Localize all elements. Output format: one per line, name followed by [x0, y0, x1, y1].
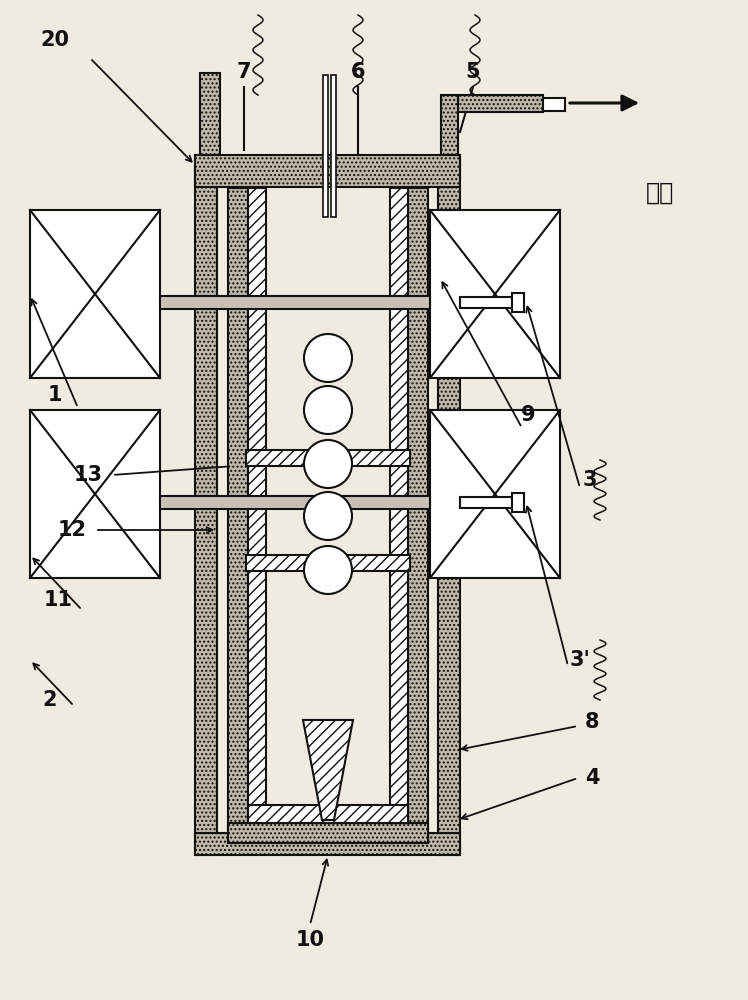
Circle shape	[304, 546, 352, 594]
Bar	[228, 188, 248, 843]
Text: 13: 13	[73, 465, 102, 485]
Text: 10: 10	[295, 930, 325, 950]
Bar	[195, 155, 460, 187]
Bar	[460, 497, 512, 508]
Text: 11: 11	[43, 590, 73, 610]
Polygon shape	[303, 720, 353, 820]
Bar	[160, 296, 430, 309]
Bar	[390, 188, 408, 823]
Bar	[512, 293, 524, 312]
Bar	[200, 73, 220, 155]
Bar	[246, 450, 410, 466]
Bar	[430, 410, 560, 578]
Bar	[228, 823, 428, 843]
Text: 6: 6	[351, 62, 365, 82]
Circle shape	[304, 386, 352, 434]
Bar	[543, 98, 565, 111]
Text: 4: 4	[585, 768, 599, 788]
Bar	[438, 155, 460, 855]
Text: 7: 7	[237, 62, 251, 82]
Bar	[331, 75, 336, 217]
Bar	[30, 210, 160, 378]
Circle shape	[304, 440, 352, 488]
Bar	[323, 75, 328, 217]
Bar	[430, 210, 560, 378]
Text: 3': 3'	[569, 650, 590, 670]
Bar	[195, 833, 460, 855]
Text: 8: 8	[585, 712, 599, 732]
Bar	[248, 805, 408, 823]
Circle shape	[304, 492, 352, 540]
Circle shape	[304, 334, 352, 382]
Text: 1: 1	[48, 385, 62, 405]
Bar	[408, 188, 428, 843]
Text: 3: 3	[583, 470, 597, 490]
Text: 12: 12	[58, 520, 87, 540]
Text: 排気: 排気	[646, 181, 674, 205]
Bar	[246, 555, 410, 571]
Text: 5: 5	[466, 62, 480, 82]
Bar	[458, 95, 543, 112]
Bar	[460, 297, 512, 308]
Text: 2: 2	[43, 690, 58, 710]
Bar	[441, 95, 458, 155]
Text: 9: 9	[521, 405, 536, 425]
Bar	[160, 496, 430, 509]
Bar	[512, 493, 524, 512]
Text: 20: 20	[40, 30, 70, 50]
Bar	[248, 188, 266, 823]
Bar	[30, 410, 160, 578]
Bar	[195, 155, 217, 855]
